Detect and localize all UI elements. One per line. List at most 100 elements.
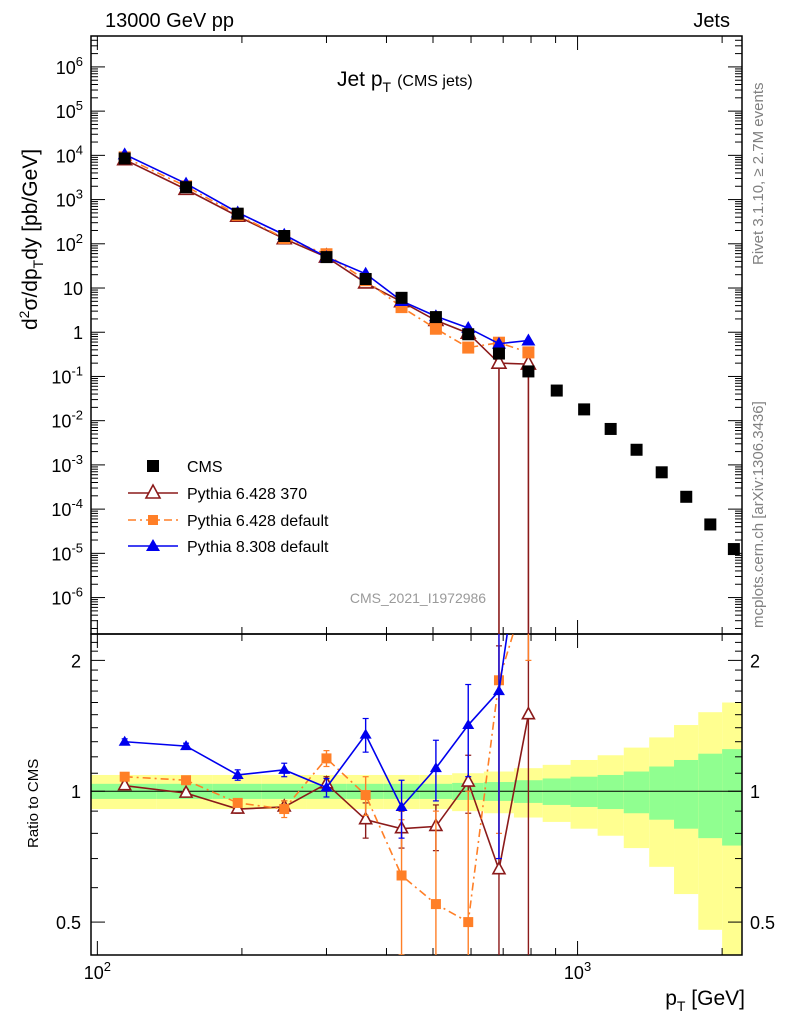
legend-entry: CMS [147, 459, 223, 476]
main-y-tick-label: 1 [73, 323, 83, 343]
ratio-y-tick-label-left: 2 [71, 651, 81, 671]
header-jets-label: Jets [693, 10, 730, 32]
ratio-point [181, 775, 192, 786]
series-point [429, 322, 442, 335]
series-point [630, 443, 643, 456]
legend-marker [144, 483, 162, 499]
main-y-tick-label: 102 [56, 231, 83, 255]
ratio-point [119, 771, 130, 782]
x-tick-label: 103 [564, 959, 591, 983]
series-point [492, 347, 505, 360]
ratio-point [463, 917, 474, 928]
series-point [680, 490, 693, 503]
ratio-y-tick-label-left: 1 [71, 782, 81, 802]
analysis-watermark: CMS_2021_I1972986 [350, 590, 486, 606]
ratio-point [231, 768, 244, 779]
legend-label: Pythia 6.428 default [187, 513, 329, 530]
plot-title-main: Jet p [337, 68, 383, 91]
ratio-point [521, 706, 536, 720]
legend-entry: Pythia 6.428 370 [128, 483, 307, 503]
ratio-point [359, 728, 372, 739]
axis-ticks [91, 35, 742, 955]
main-y-tick-label: 104 [56, 142, 83, 166]
legend: CMS Pythia 6.428 370 Pythia 6.428 default P… [128, 459, 329, 556]
ratio-y-tick-label-right: 0.5 [750, 913, 775, 933]
series-point [655, 466, 668, 479]
ratio-panel-series [117, 634, 536, 955]
series-point [118, 152, 131, 165]
legend-entry: Pythia 8.308 default [128, 539, 329, 556]
ratio-point [118, 735, 131, 746]
ratio-uncertainty-bands [91, 702, 742, 955]
mcplots-label: mcplots.cern.ch [arXiv:1306.3436] [750, 401, 767, 628]
series-point [604, 422, 617, 435]
plot-title: Jet pT (CMS jets) [337, 68, 473, 95]
ratio-point [232, 797, 243, 808]
ratio-point [278, 763, 291, 774]
ratio-point [462, 719, 475, 730]
ratio-y-tick-label-left: 0.5 [56, 913, 81, 933]
legend-marker [147, 460, 159, 472]
main-y-tick-label: 10-5 [51, 540, 83, 564]
legend-label: Pythia 8.308 default [187, 539, 329, 556]
ratio-point [395, 800, 408, 811]
main-y-tick-label: 10-4 [51, 496, 83, 520]
ratio-point [180, 740, 193, 751]
series-point [231, 207, 244, 220]
series-point [395, 291, 408, 304]
header-energy-label: 13000 GeV pp [105, 10, 234, 32]
main-y-tick-label: 105 [56, 98, 83, 122]
series-point [359, 272, 372, 285]
series-point [704, 518, 717, 531]
main-series-0 [118, 152, 740, 556]
series-point [429, 311, 442, 324]
green-band-bin [674, 759, 699, 829]
ratio-point [360, 790, 371, 801]
ratio-line [124, 634, 514, 924]
series-point [727, 543, 740, 556]
ratio-panel-frame [90, 633, 743, 956]
ratio-series-2 [118, 634, 509, 860]
series-point [320, 251, 333, 264]
green-band-bin [649, 766, 675, 820]
green-band-bin [570, 776, 598, 807]
series-point [490, 353, 508, 369]
ratio-point [492, 685, 505, 696]
ratio-point [491, 861, 507, 875]
plot-title-tag: (CMS jets) [397, 73, 473, 90]
ratio-y-tick-label-right: 1 [750, 782, 760, 802]
main-y-tick-label: 106 [56, 54, 83, 78]
legend-label: CMS [187, 459, 223, 476]
main-series-1 [116, 149, 537, 634]
x-tick-label: 102 [84, 959, 111, 983]
legend-entry: Pythia 6.428 default [128, 513, 329, 530]
series-point [278, 230, 291, 243]
main-y-tick-label: 10-6 [51, 585, 83, 609]
ratio-point [358, 811, 373, 825]
x-axis-title: pT [GeV] [665, 987, 745, 1014]
ratio-y-axis-title: Ratio to CMS [25, 759, 42, 848]
ratio-y-tick-label-right: 2 [750, 651, 760, 671]
series-point [521, 333, 536, 346]
rivet-version-label: Rivet 3.1.10, ≥ 2.7M events [750, 83, 767, 266]
plot-title-sub: T [383, 79, 392, 95]
axis-tick-labels: 10-6 10-5 10-4 10-3 10-2 10-1 1 10 102 103 104 105 1… [51, 54, 775, 983]
series-point [522, 365, 535, 378]
ratio-point [178, 784, 194, 798]
main-y-tick-label: 103 [56, 187, 83, 211]
green-band-bin [623, 771, 650, 814]
legend-marker [146, 539, 160, 551]
main-panel-series [116, 147, 740, 634]
green-band-bin [722, 749, 742, 846]
series-point [180, 181, 193, 194]
main-y-tick-label: 10 [63, 279, 83, 299]
main-y-tick-label: 10-3 [51, 452, 83, 476]
series-point [578, 403, 591, 416]
ratio-point [279, 804, 290, 815]
main-y-tick-label: 10-1 [51, 363, 83, 387]
series-point [550, 384, 563, 397]
ratio-point [429, 762, 442, 773]
green-band-bin [698, 753, 723, 839]
legend-label: Pythia 6.428 370 [187, 486, 307, 503]
